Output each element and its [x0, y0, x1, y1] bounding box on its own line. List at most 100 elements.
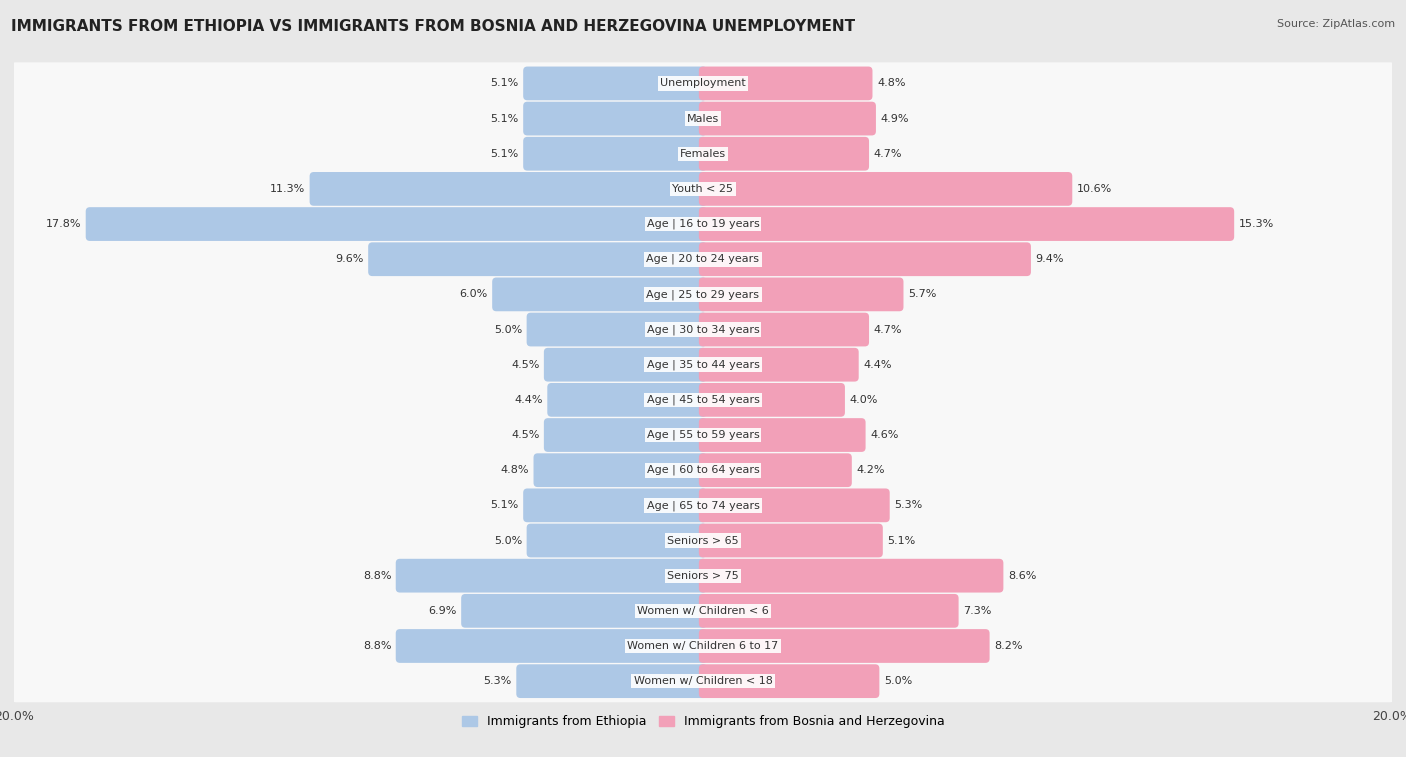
FancyBboxPatch shape: [11, 344, 1395, 386]
Text: 6.9%: 6.9%: [429, 606, 457, 616]
Text: 5.0%: 5.0%: [494, 325, 522, 335]
Text: 17.8%: 17.8%: [46, 219, 82, 229]
FancyBboxPatch shape: [11, 449, 1395, 491]
Text: IMMIGRANTS FROM ETHIOPIA VS IMMIGRANTS FROM BOSNIA AND HERZEGOVINA UNEMPLOYMENT: IMMIGRANTS FROM ETHIOPIA VS IMMIGRANTS F…: [11, 19, 855, 34]
FancyBboxPatch shape: [699, 207, 1234, 241]
FancyBboxPatch shape: [11, 132, 1395, 175]
Text: Age | 20 to 24 years: Age | 20 to 24 years: [647, 254, 759, 264]
Text: 5.7%: 5.7%: [908, 289, 936, 299]
FancyBboxPatch shape: [699, 524, 883, 557]
Text: 4.9%: 4.9%: [880, 114, 908, 123]
Text: Age | 25 to 29 years: Age | 25 to 29 years: [647, 289, 759, 300]
FancyBboxPatch shape: [11, 62, 1395, 104]
FancyBboxPatch shape: [523, 101, 707, 136]
Text: 6.0%: 6.0%: [460, 289, 488, 299]
Text: Unemployment: Unemployment: [661, 79, 745, 89]
Text: Women w/ Children 6 to 17: Women w/ Children 6 to 17: [627, 641, 779, 651]
FancyBboxPatch shape: [699, 559, 1004, 593]
Text: Age | 60 to 64 years: Age | 60 to 64 years: [647, 465, 759, 475]
Text: 9.6%: 9.6%: [335, 254, 364, 264]
Text: 5.0%: 5.0%: [884, 676, 912, 686]
FancyBboxPatch shape: [523, 488, 707, 522]
FancyBboxPatch shape: [527, 313, 707, 347]
FancyBboxPatch shape: [11, 308, 1395, 350]
FancyBboxPatch shape: [699, 172, 1073, 206]
FancyBboxPatch shape: [544, 347, 707, 382]
Text: Seniors > 75: Seniors > 75: [666, 571, 740, 581]
FancyBboxPatch shape: [11, 98, 1395, 140]
FancyBboxPatch shape: [11, 168, 1395, 210]
Text: 4.6%: 4.6%: [870, 430, 898, 440]
FancyBboxPatch shape: [699, 67, 873, 100]
FancyBboxPatch shape: [699, 453, 852, 487]
Text: 15.3%: 15.3%: [1239, 219, 1274, 229]
FancyBboxPatch shape: [11, 238, 1395, 280]
Text: Seniors > 65: Seniors > 65: [668, 535, 738, 546]
Text: Age | 35 to 44 years: Age | 35 to 44 years: [647, 360, 759, 370]
FancyBboxPatch shape: [11, 519, 1395, 562]
FancyBboxPatch shape: [699, 242, 1031, 276]
FancyBboxPatch shape: [699, 488, 890, 522]
FancyBboxPatch shape: [699, 347, 859, 382]
Text: 7.3%: 7.3%: [963, 606, 991, 616]
FancyBboxPatch shape: [523, 137, 707, 170]
FancyBboxPatch shape: [523, 67, 707, 100]
Text: 4.7%: 4.7%: [873, 325, 903, 335]
FancyBboxPatch shape: [11, 203, 1395, 245]
FancyBboxPatch shape: [699, 278, 904, 311]
FancyBboxPatch shape: [11, 660, 1395, 702]
FancyBboxPatch shape: [699, 594, 959, 628]
Text: 4.4%: 4.4%: [863, 360, 891, 369]
FancyBboxPatch shape: [395, 629, 707, 663]
Text: Age | 45 to 54 years: Age | 45 to 54 years: [647, 394, 759, 405]
Text: 11.3%: 11.3%: [270, 184, 305, 194]
Text: 4.0%: 4.0%: [849, 395, 877, 405]
FancyBboxPatch shape: [699, 137, 869, 170]
Text: 4.4%: 4.4%: [515, 395, 543, 405]
FancyBboxPatch shape: [492, 278, 707, 311]
Text: Age | 16 to 19 years: Age | 16 to 19 years: [647, 219, 759, 229]
FancyBboxPatch shape: [699, 313, 869, 347]
Text: 9.4%: 9.4%: [1035, 254, 1064, 264]
FancyBboxPatch shape: [699, 383, 845, 417]
FancyBboxPatch shape: [699, 418, 866, 452]
Text: 10.6%: 10.6%: [1077, 184, 1112, 194]
Text: 4.2%: 4.2%: [856, 466, 884, 475]
Text: Age | 30 to 34 years: Age | 30 to 34 years: [647, 324, 759, 335]
FancyBboxPatch shape: [11, 625, 1395, 667]
Text: 4.8%: 4.8%: [877, 79, 905, 89]
FancyBboxPatch shape: [533, 453, 707, 487]
Text: 4.8%: 4.8%: [501, 466, 529, 475]
Text: Women w/ Children < 18: Women w/ Children < 18: [634, 676, 772, 686]
FancyBboxPatch shape: [309, 172, 707, 206]
FancyBboxPatch shape: [11, 273, 1395, 316]
Text: Source: ZipAtlas.com: Source: ZipAtlas.com: [1277, 19, 1395, 29]
FancyBboxPatch shape: [11, 590, 1395, 632]
Text: Age | 65 to 74 years: Age | 65 to 74 years: [647, 500, 759, 511]
Text: 5.1%: 5.1%: [491, 500, 519, 510]
FancyBboxPatch shape: [527, 524, 707, 557]
Text: Women w/ Children < 6: Women w/ Children < 6: [637, 606, 769, 616]
FancyBboxPatch shape: [11, 555, 1395, 597]
FancyBboxPatch shape: [699, 665, 879, 698]
Text: 4.7%: 4.7%: [873, 148, 903, 159]
Text: 5.3%: 5.3%: [894, 500, 922, 510]
Text: 5.1%: 5.1%: [887, 535, 915, 546]
Text: Youth < 25: Youth < 25: [672, 184, 734, 194]
Text: 8.6%: 8.6%: [1008, 571, 1036, 581]
Text: 5.1%: 5.1%: [491, 114, 519, 123]
FancyBboxPatch shape: [11, 378, 1395, 421]
Text: 5.3%: 5.3%: [484, 676, 512, 686]
Text: 8.8%: 8.8%: [363, 571, 391, 581]
Text: 8.8%: 8.8%: [363, 641, 391, 651]
FancyBboxPatch shape: [461, 594, 707, 628]
FancyBboxPatch shape: [11, 484, 1395, 526]
Text: Age | 55 to 59 years: Age | 55 to 59 years: [647, 430, 759, 441]
FancyBboxPatch shape: [699, 629, 990, 663]
Text: 5.1%: 5.1%: [491, 148, 519, 159]
FancyBboxPatch shape: [86, 207, 707, 241]
Legend: Immigrants from Ethiopia, Immigrants from Bosnia and Herzegovina: Immigrants from Ethiopia, Immigrants fro…: [457, 710, 949, 733]
FancyBboxPatch shape: [395, 559, 707, 593]
FancyBboxPatch shape: [368, 242, 707, 276]
Text: 4.5%: 4.5%: [510, 430, 540, 440]
